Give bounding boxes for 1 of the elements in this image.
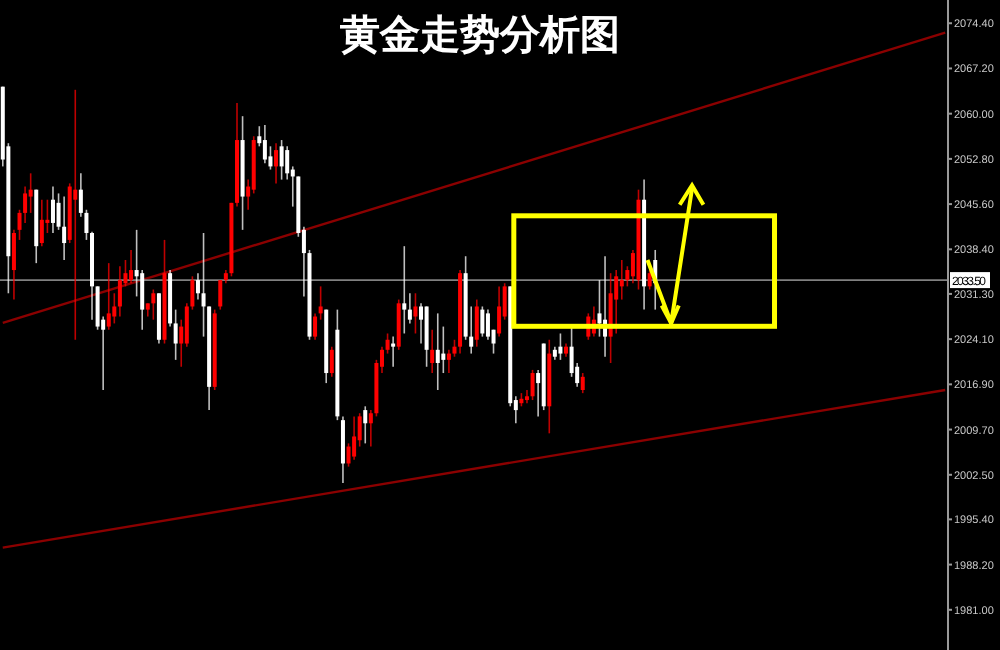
chart-title: 黄金走势分析图 xyxy=(338,10,620,58)
